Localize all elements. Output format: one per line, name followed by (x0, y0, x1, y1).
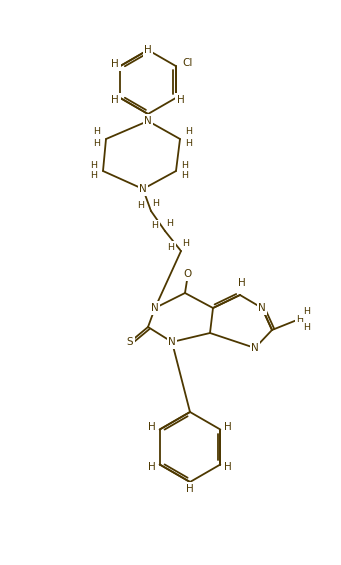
Text: H: H (148, 423, 155, 432)
Text: N: N (251, 343, 259, 353)
Text: N: N (151, 303, 159, 313)
Text: H: H (167, 242, 175, 251)
Text: H: H (224, 462, 232, 472)
Text: H: H (152, 198, 160, 207)
Text: N: N (144, 116, 152, 126)
Text: H: H (182, 240, 190, 249)
Text: S: S (127, 337, 133, 347)
Text: H: H (224, 423, 232, 432)
Text: H: H (112, 95, 119, 105)
Text: H: H (181, 172, 189, 180)
Text: H: H (303, 307, 311, 316)
Text: H: H (186, 138, 193, 147)
Text: H: H (151, 221, 159, 231)
Text: H: H (297, 315, 303, 324)
Text: H: H (148, 462, 155, 472)
Text: N: N (258, 303, 266, 313)
Text: H: H (177, 95, 184, 105)
Text: N: N (168, 337, 176, 347)
Text: H: H (238, 278, 246, 288)
Text: H: H (186, 128, 193, 137)
Text: H: H (186, 484, 194, 494)
Text: H: H (144, 45, 152, 55)
Text: H: H (93, 128, 101, 137)
Text: H: H (137, 202, 145, 211)
Text: N: N (139, 184, 147, 194)
Text: O: O (184, 269, 192, 279)
Text: H: H (90, 172, 98, 180)
Text: H: H (93, 138, 101, 147)
Text: H: H (90, 162, 98, 171)
Text: Cl: Cl (182, 58, 193, 68)
Text: H: H (181, 162, 189, 171)
Text: H: H (166, 219, 174, 228)
Text: H: H (112, 59, 119, 69)
Text: H: H (303, 324, 311, 332)
